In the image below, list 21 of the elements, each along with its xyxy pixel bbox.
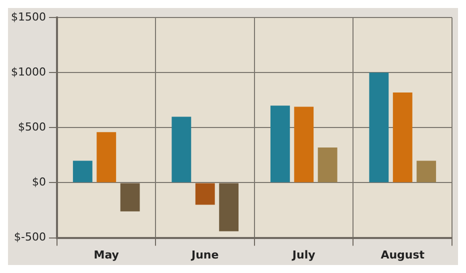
bar [294,106,314,182]
bar [392,92,412,182]
y-tick-label: $-500 [14,230,46,244]
bar [172,116,192,182]
x-tick-label: July [291,248,316,262]
x-tick-label: June [190,248,219,262]
y-tick-label: $1000 [10,66,46,79]
bar [195,183,215,205]
y-tick-label: $500 [18,120,46,134]
bar [96,132,116,182]
bar [369,72,389,182]
x-tick-label: August [380,248,425,262]
bar [318,148,338,182]
bar [270,106,290,182]
x-tick-label: May [94,248,119,262]
bar [72,160,92,182]
bar [120,183,140,212]
bar [219,183,239,232]
y-tick-label: $0 [32,176,46,189]
y-tick-label: $1500 [10,10,46,24]
bar [416,160,436,182]
